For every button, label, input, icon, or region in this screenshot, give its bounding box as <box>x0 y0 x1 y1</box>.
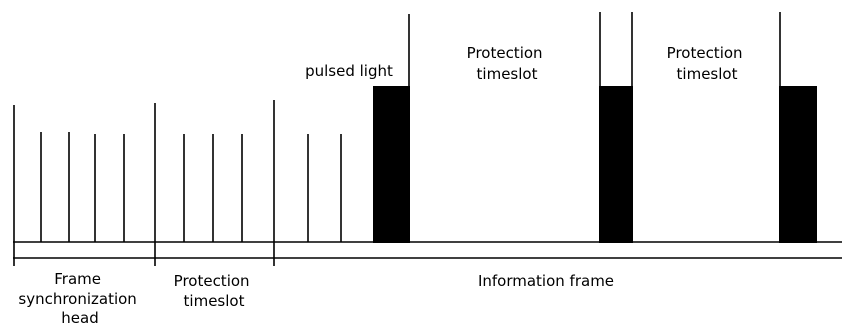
protection-timeslot-label-top-1: Protection timeslot <box>467 44 548 83</box>
pulsed-light-block <box>599 86 633 243</box>
pulsed-light-block <box>779 86 817 243</box>
frame-synchronization-head-label: Frame synchronization head <box>18 270 141 323</box>
protection-timeslot-label-bottom: Protection timeslot <box>174 272 255 310</box>
pulsed-light-block <box>373 86 410 243</box>
pulsed-light-label: pulsed light <box>305 62 393 80</box>
protection-timeslot-label-top-2: Protection timeslot <box>667 44 748 83</box>
information-frame-label: Information frame <box>478 272 614 290</box>
